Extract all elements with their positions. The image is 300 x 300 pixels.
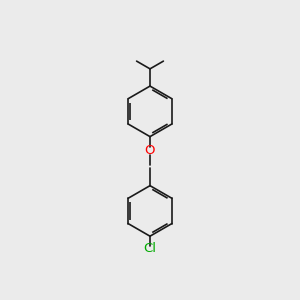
Text: Cl: Cl [143,242,157,255]
Text: O: O [145,144,155,158]
